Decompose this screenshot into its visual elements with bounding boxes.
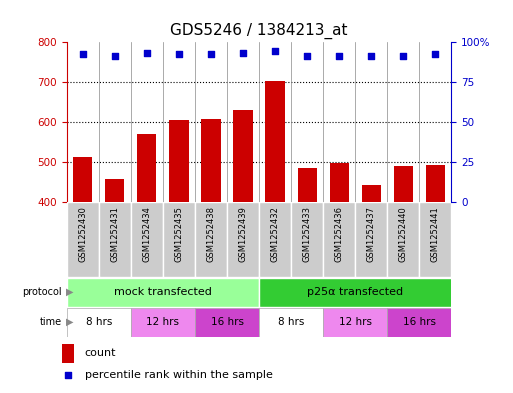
Text: ▶: ▶ [66, 317, 74, 327]
Bar [73, 157, 92, 202]
Point [239, 50, 247, 56]
Bar [393, 166, 413, 202]
Text: 8 hrs: 8 hrs [278, 317, 304, 327]
Bar [201, 119, 221, 202]
Text: GSM1252433: GSM1252433 [303, 206, 312, 262]
Bar [67, 278, 259, 307]
Bar [98, 202, 131, 277]
Bar [387, 202, 420, 277]
Text: 12 hrs: 12 hrs [339, 317, 372, 327]
Text: 8 hrs: 8 hrs [86, 317, 112, 327]
Text: GSM1252436: GSM1252436 [334, 206, 344, 262]
Text: 16 hrs: 16 hrs [210, 317, 244, 327]
Bar [227, 202, 259, 277]
Bar [298, 168, 317, 202]
Bar [259, 308, 323, 336]
Bar [355, 202, 387, 277]
Bar [195, 202, 227, 277]
Title: GDS5246 / 1384213_at: GDS5246 / 1384213_at [170, 23, 348, 39]
Text: percentile rank within the sample: percentile rank within the sample [85, 370, 272, 380]
Text: 16 hrs: 16 hrs [403, 317, 436, 327]
Bar [105, 179, 124, 202]
Point [143, 50, 151, 56]
Point [78, 51, 87, 58]
Bar [163, 202, 195, 277]
Point [207, 51, 215, 58]
Bar [329, 163, 349, 202]
Text: 12 hrs: 12 hrs [146, 317, 180, 327]
Bar [195, 308, 259, 336]
Bar [62, 344, 74, 363]
Text: GSM1252431: GSM1252431 [110, 206, 120, 262]
Point [111, 53, 119, 59]
Text: GSM1252432: GSM1252432 [270, 206, 280, 262]
Point [303, 53, 311, 59]
Bar [323, 202, 355, 277]
Text: GSM1252437: GSM1252437 [367, 206, 376, 262]
Bar [137, 134, 156, 202]
Point [175, 51, 183, 58]
Point [64, 372, 72, 378]
Bar [323, 308, 387, 336]
Bar [291, 202, 323, 277]
Point [367, 53, 376, 59]
Text: GSM1252438: GSM1252438 [206, 206, 215, 262]
Text: GSM1252440: GSM1252440 [399, 206, 408, 262]
Bar [387, 308, 451, 336]
Text: GSM1252430: GSM1252430 [78, 206, 87, 262]
Text: mock transfected: mock transfected [114, 287, 212, 297]
Text: count: count [85, 348, 116, 358]
Bar [420, 202, 451, 277]
Bar [233, 110, 252, 202]
Bar [131, 202, 163, 277]
Point [399, 53, 407, 59]
Bar [67, 308, 131, 336]
Bar [259, 202, 291, 277]
Text: p25α transfected: p25α transfected [307, 287, 403, 297]
Text: GSM1252439: GSM1252439 [239, 206, 248, 262]
Text: time: time [40, 317, 62, 327]
Point [271, 48, 279, 54]
Text: GSM1252434: GSM1252434 [142, 206, 151, 262]
Bar [426, 165, 445, 202]
Bar [265, 81, 285, 202]
Text: GSM1252441: GSM1252441 [431, 206, 440, 262]
Text: protocol: protocol [22, 287, 62, 297]
Point [335, 53, 343, 59]
Point [431, 51, 440, 58]
Bar [131, 308, 195, 336]
Bar [362, 185, 381, 202]
Text: GSM1252435: GSM1252435 [174, 206, 184, 262]
Bar [67, 202, 98, 277]
Text: ▶: ▶ [66, 287, 74, 297]
Bar [169, 120, 189, 202]
